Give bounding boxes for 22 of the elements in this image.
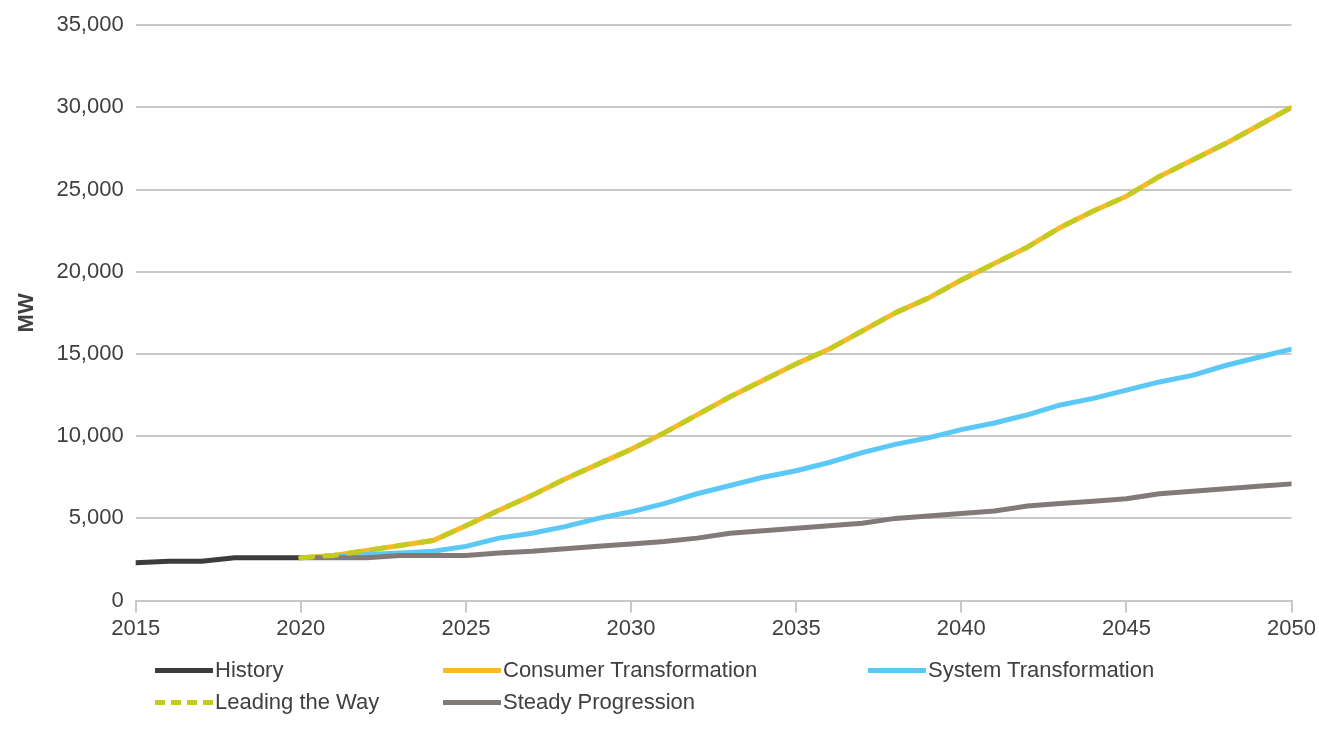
y-axis-title: MW bbox=[13, 293, 39, 333]
y-tick-label: 20,000 bbox=[56, 257, 124, 283]
x-tick-label: 2025 bbox=[441, 614, 491, 640]
x-tick-label: 2020 bbox=[276, 614, 326, 640]
y-tick-label: 0 bbox=[111, 586, 124, 612]
y-tick-label: 30,000 bbox=[56, 93, 124, 119]
legend-label: History bbox=[215, 656, 284, 684]
legend-label: Consumer Transformation bbox=[503, 656, 758, 684]
y-tick-label: 10,000 bbox=[56, 422, 124, 448]
x-tick-label: 2040 bbox=[936, 614, 986, 640]
x-tick-label: 2035 bbox=[771, 614, 821, 640]
x-tick-label: 2015 bbox=[111, 614, 161, 640]
y-tick-label: 35,000 bbox=[56, 11, 124, 37]
x-tick-label: 2045 bbox=[1101, 614, 1151, 640]
legend-label: Leading the Way bbox=[215, 688, 380, 716]
y-tick-label: 25,000 bbox=[56, 175, 124, 201]
legend-label: Steady Progression bbox=[503, 688, 695, 716]
legend-label: System Transformation bbox=[928, 656, 1155, 684]
y-tick-label: 15,000 bbox=[56, 340, 124, 366]
x-tick-label: 2030 bbox=[606, 614, 656, 640]
x-tick-label: 2050 bbox=[1267, 614, 1317, 640]
y-tick-label: 5,000 bbox=[68, 504, 124, 530]
